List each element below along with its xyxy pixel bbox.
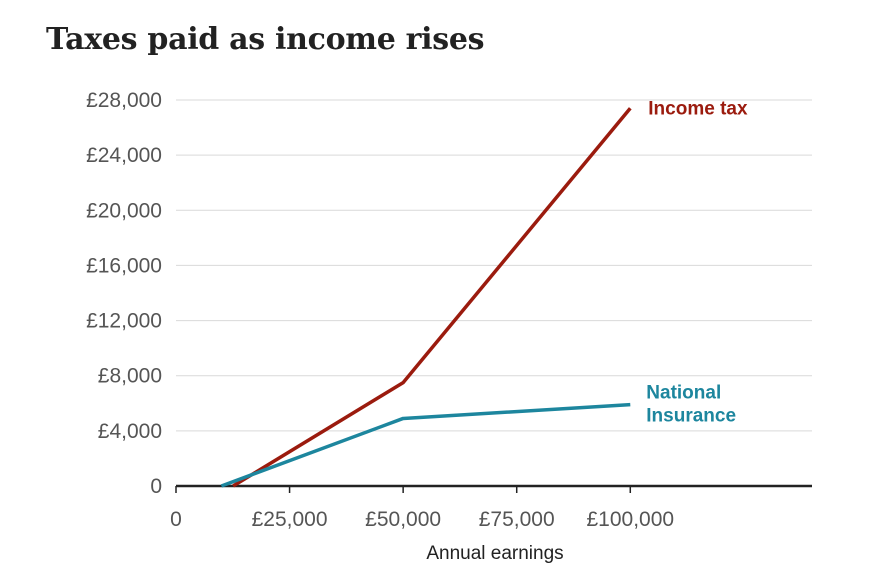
y-tick-label: £28,000 — [86, 89, 162, 112]
x-axis-ticks: 0 £25,000 £50,000 £75,000 £100,000 — [170, 486, 674, 531]
x-tick-label: £50,000 — [365, 508, 441, 531]
x-tick-label: 0 — [170, 508, 182, 531]
x-tick-label: £25,000 — [252, 508, 328, 531]
y-tick-label: £12,000 — [86, 310, 162, 333]
x-axis-label: Annual earnings — [426, 543, 563, 563]
x-tick-label: £100,000 — [586, 508, 674, 531]
chart-title: Taxes paid as income rises — [46, 22, 485, 57]
series-label-income-tax: Income tax — [648, 98, 748, 119]
y-tick-label: £4,000 — [98, 420, 162, 443]
y-tick-label: £8,000 — [98, 365, 162, 388]
series-label-national-insurance-line: Insurance — [646, 406, 736, 427]
series-line-national-insurance — [220, 402, 631, 488]
y-tick-label: £24,000 — [86, 144, 162, 167]
y-tick-label: £16,000 — [86, 254, 162, 277]
series-line-income-tax — [232, 107, 632, 488]
gridlines — [176, 99, 812, 432]
series-label-national-insurance-line: National — [646, 383, 721, 404]
y-tick-label: 0 — [150, 475, 162, 498]
series-lines — [220, 107, 632, 488]
x-tick-label: £75,000 — [479, 508, 555, 531]
y-axis-ticks: 0 £4,000 £8,000 £12,000 £16,000 £20,000 £24,00… — [86, 89, 162, 498]
y-tick-label: £20,000 — [86, 199, 162, 222]
